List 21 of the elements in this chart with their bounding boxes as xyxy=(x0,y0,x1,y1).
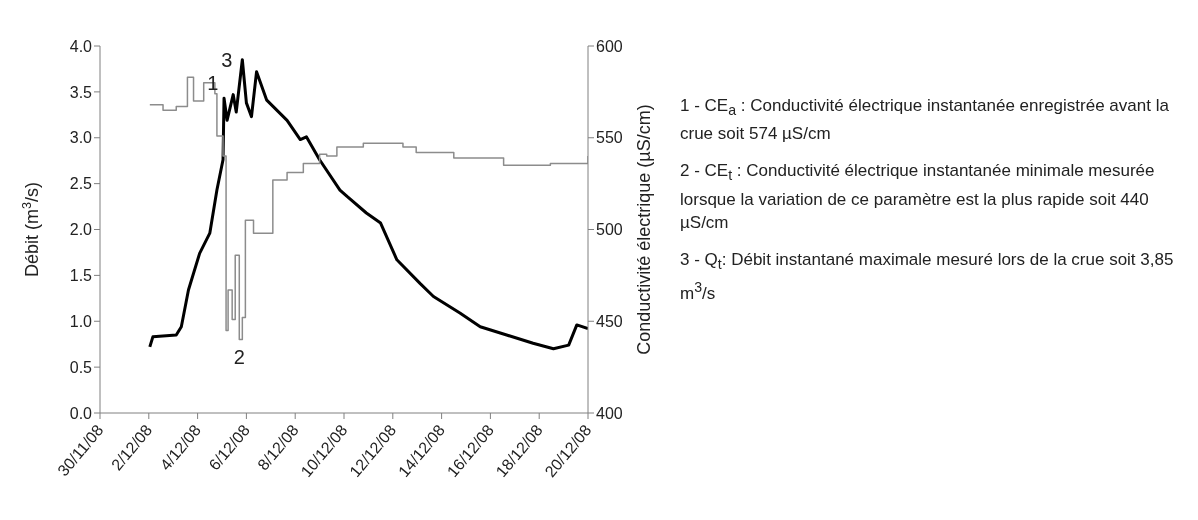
y-tick-label: 2.5 xyxy=(69,175,93,193)
y-tick-label: 4.0 xyxy=(69,37,93,55)
y2-tick-label: 600 xyxy=(596,37,623,55)
y2-tick-label: 400 xyxy=(596,404,623,422)
y2-tick-label: 500 xyxy=(596,221,623,239)
y2-axis-title: Conductivité électrique (µS/cm) xyxy=(634,104,654,355)
annotation: 1 xyxy=(207,71,219,94)
y-tick-label: 3.0 xyxy=(69,129,93,147)
y-tick-label: 3.5 xyxy=(69,83,93,101)
annotation: 3 xyxy=(221,48,233,71)
text: 1 - CE$_{a}$ : Conductivité électrique instantanée enregistrée avant la crue soit 574 µS/cm xyxy=(680,95,1170,146)
y2-tick-label: 550 xyxy=(596,129,623,147)
y-tick-label: 2.0 xyxy=(69,221,93,239)
annotation: 2 xyxy=(233,345,245,368)
y-tick-label: 1.0 xyxy=(69,312,93,330)
y-tick-label: 1.5 xyxy=(69,267,93,285)
text: 2 - CE$_{t}$ : Conductivité électrique instantanée minimale mesurée lorsque la variation de ce paramètre est la plus rapide soit 440 µS/cm xyxy=(680,160,1156,234)
y2-tick-label: 450 xyxy=(596,312,623,330)
y-tick-label: 0.0 xyxy=(69,404,93,422)
text: 3 - Q$_{t}$: Débit instantané maximale mesuré lors de la crue soit 3,85 m$^{3}$/s xyxy=(680,249,1174,303)
y-tick-label: 0.5 xyxy=(69,358,93,376)
